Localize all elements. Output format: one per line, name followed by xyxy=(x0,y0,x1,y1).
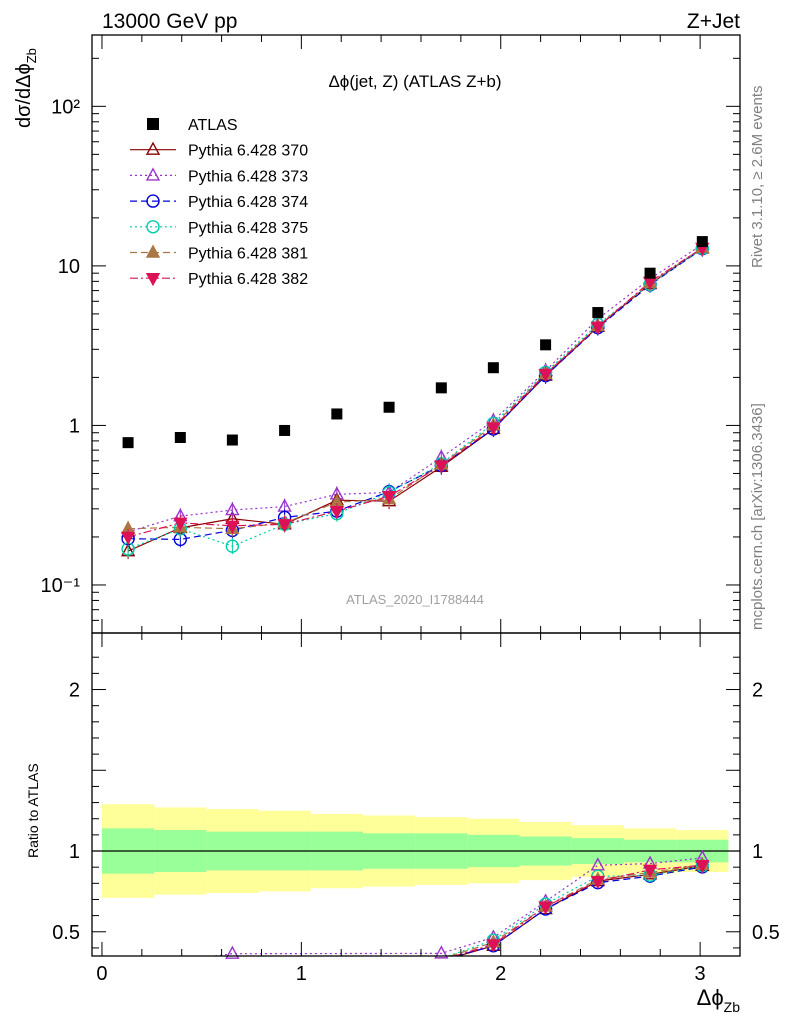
ratio-tick-label-left: 0.5 xyxy=(52,922,80,944)
series-line xyxy=(127,247,703,538)
ratio-tick-label-right: 1 xyxy=(752,841,763,863)
ratio-series-line xyxy=(215,857,703,957)
legend-marker xyxy=(145,273,161,287)
ratio-panel-frame xyxy=(91,632,741,957)
ratio-axis-ticks: 0 1 2 3 0.5 0.5 1 1 2 2 xyxy=(52,633,780,985)
series-point xyxy=(173,517,188,531)
analysis-id-label: ATLAS_2020_I1788444 xyxy=(346,592,484,607)
x-tick-label: 0 xyxy=(96,963,107,985)
atlas-data-point xyxy=(174,432,186,444)
ratio-series-markers xyxy=(225,849,710,959)
atlas-data-point xyxy=(122,437,134,449)
legend-label: Pythia 6.428 381 xyxy=(188,246,308,263)
ratio-tick-label-left: 1 xyxy=(69,841,80,863)
x-tick-label: 1 xyxy=(296,963,307,985)
legend-label: Pythia 6.428 382 xyxy=(188,271,308,288)
header-right-label: Z+Jet xyxy=(687,10,740,33)
series-point xyxy=(120,531,136,546)
legend-label: Pythia 6.428 374 xyxy=(188,194,308,211)
atlas-data-point xyxy=(226,434,238,446)
legend-marker xyxy=(145,167,161,181)
series-point xyxy=(225,501,240,516)
ratio-series-line xyxy=(448,865,703,957)
y-axis-label-main: dσ/dΔϕ xyxy=(13,63,35,128)
series-line xyxy=(127,247,703,550)
atlas-data-point xyxy=(644,267,656,279)
ratio-panel xyxy=(92,804,740,959)
y-tick-label: 10 xyxy=(58,256,80,278)
legend-label: Pythia 6.428 373 xyxy=(188,168,308,185)
ratio-series-point xyxy=(695,860,710,874)
ratio-series-point xyxy=(434,945,449,959)
x-axis-label: ΔϕZb xyxy=(697,985,741,1015)
main-series-lines xyxy=(127,244,703,552)
ratio-series-point xyxy=(642,864,658,878)
legend-marker xyxy=(145,244,161,258)
ratio-series-line xyxy=(450,864,703,957)
series-point xyxy=(434,460,449,474)
ratio-series-lines xyxy=(215,857,703,957)
series-point xyxy=(538,368,553,383)
y-tick-label: 10⁻¹ xyxy=(41,575,81,597)
plot-title: Δϕ(jet, Z) (ATLAS Z+b) xyxy=(328,72,501,91)
x-tick-label: 3 xyxy=(695,963,706,985)
ratio-y-axis-label: Ratio to ATLAS xyxy=(25,763,41,858)
series-point xyxy=(225,520,240,534)
mcplots-reference-label: mcplots.cern.ch [arXiv:1306.3436] xyxy=(749,403,766,630)
atlas-data-point xyxy=(592,307,604,319)
x-axis-label-subscript: Zb xyxy=(724,999,741,1015)
legend-label: Pythia 6.428 375 xyxy=(188,220,308,237)
x-axis-label-main: Δϕ xyxy=(697,985,724,1010)
legend-marker xyxy=(145,141,161,155)
series-point xyxy=(277,519,292,533)
x-tick-label: 2 xyxy=(495,963,506,985)
atlas-data-point xyxy=(487,362,499,374)
legend-marker xyxy=(146,220,160,234)
legend-label: Pythia 6.428 370 xyxy=(188,143,308,160)
series-point xyxy=(486,422,501,436)
legend: ATLAS Pythia 6.428 370 Pythia 6.428 373 Pyt… xyxy=(130,117,308,288)
legend-label-atlas: ATLAS xyxy=(188,117,238,134)
atlas-data-point xyxy=(696,236,708,248)
ratio-series-point xyxy=(486,939,501,953)
main-axis-ticks: 10⁻¹ 1 10 10² xyxy=(41,35,740,634)
ratio-tick-label-right: 2 xyxy=(752,680,763,702)
y-tick-label: 10² xyxy=(51,96,80,118)
legend-marker xyxy=(146,194,160,208)
atlas-data-markers xyxy=(122,236,708,449)
atlas-data-point xyxy=(540,339,552,351)
ratio-series-point xyxy=(538,901,553,915)
y-axis-label-subscript: Zb xyxy=(24,48,39,63)
series-point xyxy=(590,321,606,335)
rivet-version-label: Rivet 3.1.10, ≥ 2.6M events xyxy=(749,86,766,269)
header-left-label: 13000 GeV pp xyxy=(102,10,237,33)
series-point xyxy=(329,505,345,520)
atlas-data-point xyxy=(435,382,447,394)
series-line xyxy=(127,244,703,533)
atlas-data-point xyxy=(383,401,395,413)
legend-atlas-marker xyxy=(147,118,159,130)
y-tick-label: 1 xyxy=(69,415,80,437)
ratio-series-point xyxy=(225,945,240,959)
series-point xyxy=(225,539,240,553)
atlas-data-point xyxy=(331,408,343,420)
main-panel xyxy=(120,236,710,560)
ratio-tick-label-right: 0.5 xyxy=(752,922,780,944)
ratio-tick-label-left: 2 xyxy=(69,680,80,702)
y-axis-label: dσ/dΔϕZb xyxy=(13,48,39,128)
atlas-data-point xyxy=(279,424,291,436)
ratio-series-point xyxy=(590,875,606,890)
ratio-series-line xyxy=(455,866,703,957)
series-point xyxy=(381,491,397,505)
